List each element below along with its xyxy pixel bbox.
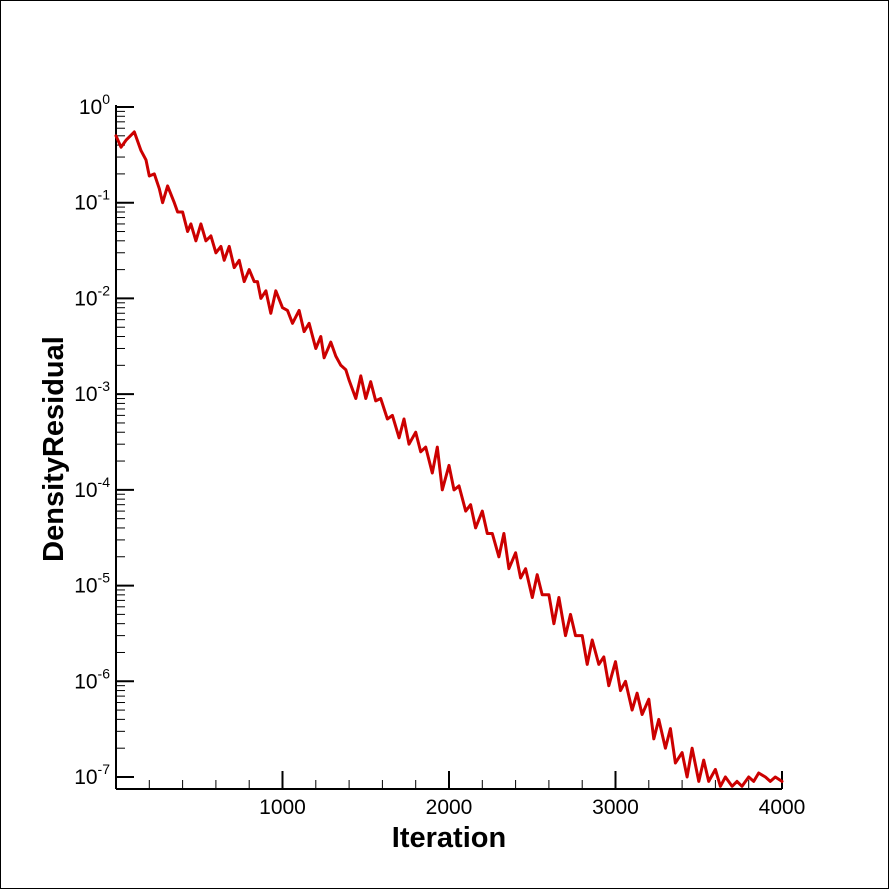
y-tick-label: 10-6 bbox=[74, 665, 110, 693]
y-tick-label: 10-7 bbox=[74, 761, 110, 789]
y-tick-label: 10-4 bbox=[74, 474, 110, 502]
y-tick-label: 10-5 bbox=[74, 570, 110, 598]
y-tick-label: 10-3 bbox=[74, 378, 110, 406]
y-tick-label-base: 10 bbox=[79, 96, 102, 119]
y-tick-label-base: 10 bbox=[74, 383, 97, 406]
y-tick-label-base: 10 bbox=[74, 766, 97, 789]
y-tick-label-base: 10 bbox=[74, 479, 97, 502]
y-tick-label-base: 10 bbox=[74, 670, 97, 693]
y-tick-label-exponent: -2 bbox=[98, 282, 111, 298]
y-tick-label-exponent: -7 bbox=[98, 761, 111, 777]
y-axis-title: DensityResidual bbox=[38, 336, 70, 562]
x-axis-title: Iteration bbox=[392, 822, 506, 854]
x-tick-label: 4000 bbox=[759, 796, 806, 819]
x-tick-label: 1000 bbox=[259, 796, 306, 819]
series-line-density-residual bbox=[114, 130, 784, 788]
y-tick-label-base: 10 bbox=[74, 575, 97, 598]
y-tick-label-exponent: -5 bbox=[98, 570, 111, 586]
y-tick-label: 10-1 bbox=[74, 187, 110, 215]
y-tick-label: 100 bbox=[79, 91, 110, 119]
y-tick-label-exponent: -6 bbox=[98, 665, 111, 681]
y-tick-label: 10-2 bbox=[74, 282, 110, 310]
y-tick-label-base: 10 bbox=[74, 287, 97, 310]
y-tick-label-exponent: -4 bbox=[98, 474, 111, 490]
y-tick-label-exponent: -3 bbox=[98, 378, 111, 394]
x-tick-label: 3000 bbox=[592, 796, 639, 819]
y-tick-label-base: 10 bbox=[74, 192, 97, 215]
y-tick-label-exponent: -1 bbox=[98, 187, 111, 203]
y-tick-label-exponent: 0 bbox=[102, 91, 110, 107]
x-tick-label: 2000 bbox=[426, 796, 473, 819]
